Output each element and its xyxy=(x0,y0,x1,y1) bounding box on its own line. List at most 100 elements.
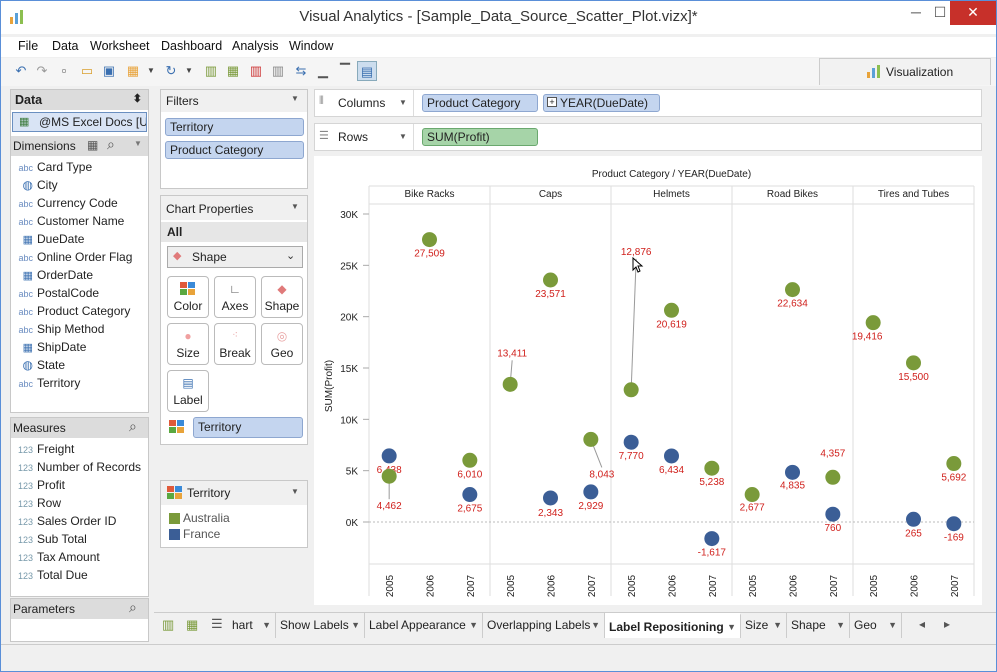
minimize-button[interactable]: ─ xyxy=(911,4,921,20)
geo-button[interactable]: ◎ Geo xyxy=(261,323,303,365)
dimension-item[interactable]: abc Card Type xyxy=(11,158,92,176)
shape-button[interactable]: ◆ Shape xyxy=(261,276,303,318)
chevron-down-icon[interactable]: ▼ xyxy=(591,620,600,630)
menu-data[interactable]: Data xyxy=(52,39,79,53)
chevron-down-icon[interactable]: ▼ xyxy=(291,94,299,103)
sheet-list-icon[interactable]: ☰ xyxy=(211,616,223,631)
chevron-down-icon[interactable]: ▼ xyxy=(291,487,299,496)
measure-item[interactable]: 123 Tax Amount xyxy=(11,548,100,566)
legend-label-france[interactable]: France xyxy=(183,527,221,541)
new-sheet-icon[interactable]: ▦ xyxy=(126,63,140,78)
columns-pill-year-duedate[interactable]: + YEAR(DueDate) xyxy=(543,94,660,112)
dimension-item[interactable]: abc Territory xyxy=(11,374,80,392)
size-button[interactable]: ● Size xyxy=(167,323,209,365)
add-table-icon[interactable]: ▦ xyxy=(226,63,240,78)
point-label: 22,634 xyxy=(777,299,808,310)
dimension-item[interactable]: ◍ City xyxy=(11,176,58,194)
show-labels-icon[interactable]: ▤ xyxy=(357,61,377,81)
sort-icon[interactable]: ⬍ xyxy=(132,93,142,105)
menu-worksheet[interactable]: Worksheet xyxy=(90,39,150,53)
dimension-item[interactable]: abc PostalCode xyxy=(11,284,99,302)
chevron-down-icon[interactable]: ▼ xyxy=(888,620,897,630)
chevron-down-icon[interactable]: ▼ xyxy=(351,620,360,630)
sort-ascending-icon[interactable]: ▁ xyxy=(318,63,328,78)
chevron-down-icon[interactable]: ▼ xyxy=(291,202,299,211)
all-marks-tab[interactable]: All xyxy=(161,222,307,242)
filter-product-category[interactable]: Product Category xyxy=(165,141,304,159)
scroll-right-icon[interactable]: ▸ xyxy=(944,617,951,631)
columns-pill-product-category[interactable]: Product Category xyxy=(422,94,538,112)
menu-dashboard[interactable]: Dashboard xyxy=(161,39,223,53)
measure-item[interactable]: 123 Freight xyxy=(11,440,74,458)
sheet-tab[interactable]: hart ▼ xyxy=(228,613,276,638)
menu-analysis[interactable]: Analysis xyxy=(232,39,279,53)
chevron-down-icon[interactable]: ▼ xyxy=(773,620,782,630)
legend-label-australia[interactable]: Australia xyxy=(183,511,230,525)
search-icon[interactable]: ⌕ xyxy=(107,136,115,152)
dimension-item[interactable]: ▦ DueDate xyxy=(11,230,85,248)
rows-pill-sum-profit[interactable]: SUM(Profit) xyxy=(422,128,538,146)
chevron-down-icon[interactable]: ▼ xyxy=(727,622,736,632)
scroll-left-icon[interactable]: ◂ xyxy=(919,617,926,631)
swap-icon[interactable]: ⇆ xyxy=(295,63,307,78)
chevron-down-icon[interactable]: ▼ xyxy=(134,139,142,148)
dimension-item[interactable]: ▦ OrderDate xyxy=(11,266,93,284)
measure-item[interactable]: 123 Profit xyxy=(11,476,65,494)
menu-window[interactable]: Window xyxy=(289,39,334,53)
label-button[interactable]: ▤ Label xyxy=(167,370,209,412)
sheet-tab[interactable]: Label Repositioning ▼ xyxy=(605,613,741,638)
measure-item[interactable]: 123 Sub Total xyxy=(11,530,87,548)
chevron-down-icon[interactable]: ▼ xyxy=(185,66,193,75)
maximize-button[interactable]: ☐ xyxy=(933,4,947,20)
table-view-icon[interactable]: ▦ xyxy=(87,138,99,152)
measure-item[interactable]: 123 Number of Records xyxy=(11,458,141,476)
dimension-item[interactable]: abc Currency Code xyxy=(11,194,117,212)
remove-chart-icon[interactable]: ▥ xyxy=(249,63,263,78)
new-sheet-icon[interactable]: ▥ xyxy=(162,617,175,632)
refresh-icon[interactable]: ↻ xyxy=(165,63,177,78)
undo-icon[interactable]: ↶ xyxy=(15,63,27,78)
sort-descending-icon[interactable]: ▔ xyxy=(340,63,350,78)
mark-type-select[interactable]: ◆ Shape ⌄ xyxy=(167,246,303,268)
filter-territory[interactable]: Territory xyxy=(165,118,304,136)
expand-icon[interactable]: + xyxy=(547,97,557,107)
chevron-down-icon[interactable]: ▼ xyxy=(147,66,155,75)
color-button[interactable]: Color xyxy=(167,276,209,318)
sheet-tab[interactable]: Shape ▼ xyxy=(787,613,850,638)
new-dashboard-icon[interactable]: ▦ xyxy=(186,617,199,632)
data-source-selector[interactable]: ▦ @MS Excel Docs [U... xyxy=(12,112,147,132)
sheet-tab[interactable]: Overlapping Labels ▼ xyxy=(483,613,605,638)
dimension-item[interactable]: abc Customer Name xyxy=(11,212,124,230)
measure-item[interactable]: 123 Sales Order ID xyxy=(11,512,116,530)
dimension-item[interactable]: abc Ship Method xyxy=(11,320,104,338)
redo-icon[interactable]: ↷ xyxy=(36,63,48,78)
search-icon[interactable]: ⌕ xyxy=(129,418,137,434)
break-button[interactable]: ⁖ Break xyxy=(214,323,256,365)
menu-file[interactable]: File xyxy=(18,39,39,53)
chart-icon[interactable]: ▥ xyxy=(271,63,285,78)
sheet-tab[interactable]: Label Appearance ▼ xyxy=(365,613,483,638)
save-icon[interactable]: ▣ xyxy=(102,63,116,78)
axes-button[interactable]: ∟ Axes xyxy=(214,276,256,318)
dimension-item[interactable]: abc Product Category xyxy=(11,302,130,320)
sheet-tab[interactable]: Geo ▼ xyxy=(850,613,902,638)
visualization-tab[interactable]: Visualization xyxy=(819,58,991,85)
dimension-item[interactable]: ◍ State xyxy=(11,356,66,374)
chevron-down-icon[interactable]: ▼ xyxy=(399,98,407,107)
search-icon[interactable]: ⌕ xyxy=(129,599,137,615)
measure-item[interactable]: 123 Total Due xyxy=(11,566,88,584)
open-folder-icon[interactable]: ▭ xyxy=(80,63,94,78)
color-field-pill[interactable]: Territory xyxy=(193,417,303,438)
measure-item[interactable]: 123 Row xyxy=(11,494,61,512)
dimension-item[interactable]: ▦ ShipDate xyxy=(11,338,87,356)
add-chart-icon[interactable]: ▥ xyxy=(204,63,218,78)
close-button[interactable]: ✕ xyxy=(950,1,996,25)
chevron-down-icon[interactable]: ▼ xyxy=(836,620,845,630)
chevron-down-icon[interactable]: ▼ xyxy=(399,132,407,141)
chevron-down-icon[interactable]: ▼ xyxy=(469,620,478,630)
sheet-tab[interactable]: Size ▼ xyxy=(741,613,787,638)
new-file-icon[interactable]: ▫ xyxy=(61,63,67,78)
chevron-down-icon[interactable]: ▼ xyxy=(262,620,271,630)
dimension-item[interactable]: abc Online Order Flag xyxy=(11,248,132,266)
sheet-tab[interactable]: Show Labels ▼ xyxy=(276,613,365,638)
